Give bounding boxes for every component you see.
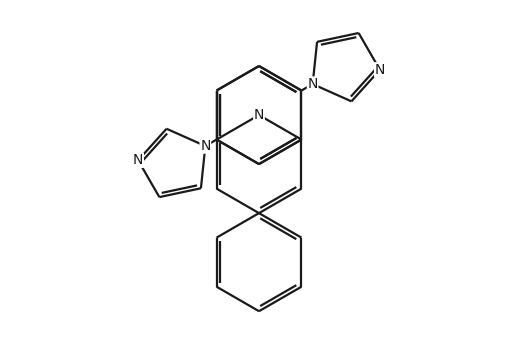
Text: N: N [254, 108, 264, 122]
Text: N: N [308, 77, 318, 91]
Text: N: N [133, 153, 143, 167]
Text: N: N [375, 63, 385, 77]
Text: N: N [200, 139, 210, 153]
